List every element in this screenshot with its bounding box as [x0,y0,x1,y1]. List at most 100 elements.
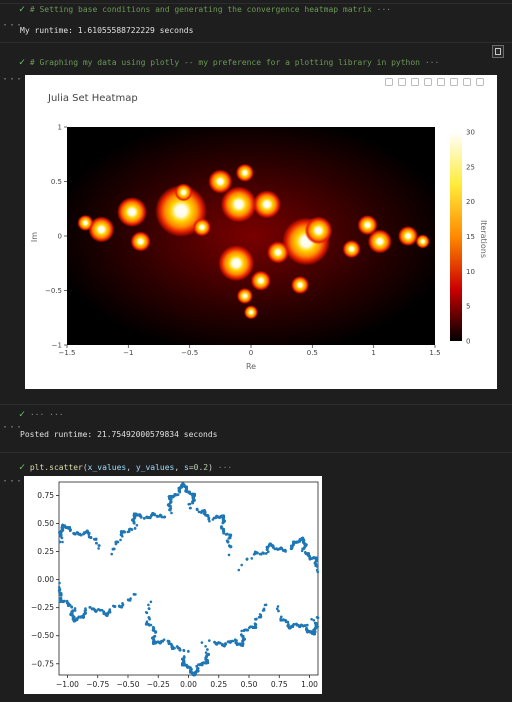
scatter-point [200,641,204,644]
scatter-point [83,612,87,615]
scatter-point [79,615,83,619]
scatter-point [189,669,192,672]
fractal-blob [130,231,151,252]
cell3-header[interactable]: ✓ ··· ··· [19,409,64,420]
cell3-collapsed-code[interactable]: ··· [29,410,45,419]
colorbar-tick-label: 30 [466,129,475,137]
cell2-header[interactable]: ✓ # Graphing my data using plotly -- my … [19,57,439,68]
scatter-point [286,624,290,628]
cell1-header[interactable]: ✓ # Setting base conditions and generati… [19,4,391,15]
scatter-point [150,513,154,517]
zoom-in-icon[interactable] [424,78,432,86]
cell2-expand-ellipsis[interactable]: ··· [424,58,440,67]
cell1-comment: # Setting base conditions and generating… [29,5,372,14]
y-tick-label: 0 [58,233,62,241]
reset-axes-icon[interactable] [463,78,471,86]
scatter-point [292,540,295,544]
cell2-output-menu[interactable]: ··· [2,74,24,85]
scatter-point [267,550,270,553]
scatter-point [69,528,72,531]
scatter-point [243,638,246,641]
cell1-expand-ellipsis[interactable]: ··· [376,5,392,14]
code-value: 0.2 [193,463,209,472]
scatter-point [170,645,174,649]
cell4-header[interactable]: ✓ plt.scatter(x_values, y_values, s=0.2)… [19,462,232,473]
scatter-point [315,625,319,629]
scatter-point [112,547,116,551]
scatter-point [108,608,112,611]
colorbar-title: Iterations [479,220,488,258]
modebar[interactable] [385,78,484,86]
scatter-point [302,624,305,628]
colorbar-tick-label: 0 [466,338,470,346]
scatter-point [214,642,218,645]
x-tick-label: −1 [123,349,133,357]
x-tick-label: −0.75 [86,680,109,689]
scatter-point [167,642,171,645]
scatter-point [97,608,100,611]
scatter-point [147,623,151,627]
camera-icon[interactable] [385,78,393,86]
code-equals: = [188,463,194,472]
scatter-point [308,555,312,558]
scatter-point [61,600,64,603]
scatter-point [241,635,245,638]
x-tick-label: 0.00 [180,680,197,689]
scatter-point [268,542,272,546]
autoscale-icon[interactable] [450,78,458,86]
fractal-blob [192,218,211,237]
scatter-point [305,626,308,630]
scatter-point [217,515,220,519]
pan-icon[interactable] [411,78,419,86]
scatter-point [145,622,148,626]
zoom-out-icon[interactable] [437,78,445,86]
scatter-point [235,642,239,646]
scatter-point [297,624,301,628]
code-comma: , [174,463,185,472]
scatter-point [219,641,222,645]
x-tick-label: 0.5 [307,349,318,357]
plotly-logo-icon[interactable] [476,78,484,86]
fractal-blob [117,197,148,228]
fractal-blob [88,216,115,243]
cell4-expand-ellipsis[interactable]: ··· [217,463,233,472]
scatter-point [206,661,209,664]
copy-icon[interactable] [492,45,504,58]
fractal-blob [415,234,430,249]
scatter-point [282,549,285,552]
cell3-output-menu[interactable]: ··· [2,422,24,433]
scatter-point [167,495,171,498]
scatter-point [302,538,306,542]
scatter-point [108,610,112,614]
zoom-icon[interactable] [398,78,406,86]
scatter-point [307,630,310,633]
scatter-point [187,503,190,506]
scatter-point [240,563,243,567]
fractal-blob [304,216,333,245]
scatter-point [147,603,150,607]
scatter-point [316,616,320,620]
scatter-point [258,615,262,619]
scatter-point [289,626,292,629]
scatter-point [60,526,64,529]
cell3-expand-ellipsis[interactable]: ··· [49,410,64,419]
scatter-point [170,511,173,515]
check-icon: ✓ [19,57,26,68]
scatter-point [132,593,136,596]
code-paren-close: ) [208,463,213,472]
cell4-output-menu[interactable]: ··· [2,476,24,487]
scatter-point [154,641,157,645]
scatter-point [228,536,232,540]
y-axis-label: Im [30,232,39,242]
scatter-point [233,638,237,641]
scatter-point [189,506,192,510]
scatter-point [158,641,161,644]
fractal-blob [208,169,233,194]
scatter-point [149,600,153,604]
cell1-output-menu[interactable]: ··· [2,20,24,31]
scatter-point [84,608,87,612]
scatter-point [110,552,113,556]
y-tick-label: 0.25 [37,547,54,556]
scatter-point [271,544,275,547]
